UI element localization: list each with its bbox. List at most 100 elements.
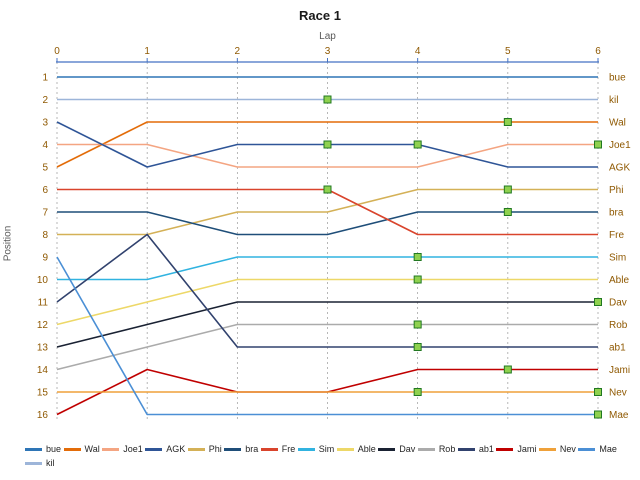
x-tick-label-1: 1 bbox=[144, 46, 150, 57]
legend-label: Jami bbox=[517, 444, 537, 454]
y-tick-label-8: 8 bbox=[42, 230, 48, 241]
series-line-Dav bbox=[56, 301, 598, 348]
series-end-label-Nev: Nev bbox=[609, 388, 627, 399]
series-end-label-Rob: Rob bbox=[609, 320, 628, 331]
y-tick-label-3: 3 bbox=[42, 118, 48, 129]
x-tick-label-3: 3 bbox=[325, 46, 331, 57]
legend-item-Nev: Nev bbox=[538, 444, 576, 454]
legend-row-1: bue Wal Joe1 AGK Phi bra Fre Sim Able Dav Rob ab1 Ja… bbox=[25, 444, 617, 454]
lap-marker bbox=[413, 140, 422, 149]
series-line-Mae bbox=[56, 256, 598, 416]
legend-item-Sim: Sim bbox=[297, 444, 335, 454]
legend-item-Phi: Phi bbox=[187, 444, 222, 454]
series-end-label-Sim: Sim bbox=[609, 253, 626, 264]
series-end-label-Fre: Fre bbox=[609, 230, 624, 241]
legend-item-ab1: ab1 bbox=[457, 444, 494, 454]
lap-marker bbox=[413, 275, 422, 284]
lap-marker bbox=[413, 388, 422, 396]
legend-swatch-icon bbox=[538, 447, 556, 451]
legend-label: Nev bbox=[559, 444, 576, 454]
legend-item-Dav: Dav bbox=[378, 444, 415, 454]
lap-marker bbox=[594, 298, 602, 306]
series-line-Sim bbox=[57, 256, 598, 281]
legend-label: AGK bbox=[166, 444, 186, 454]
lap-marker bbox=[503, 118, 512, 126]
legend-item-Able: Able bbox=[336, 444, 376, 454]
series-end-label-Phi: Phi bbox=[609, 185, 623, 196]
x-tick-label-6: 6 bbox=[595, 46, 601, 57]
legend-item-bra: bra bbox=[224, 444, 258, 454]
legend-label: Phi bbox=[208, 444, 222, 454]
x-tick-label-5: 5 bbox=[505, 46, 511, 57]
legend-swatch-icon bbox=[260, 447, 278, 451]
x-tick-label-0: 0 bbox=[54, 46, 60, 57]
lap-marker bbox=[594, 140, 602, 149]
lap-marker bbox=[413, 253, 422, 261]
series-end-label-Joe1: Joe1 bbox=[609, 140, 631, 151]
series-end-label-Mae: Mae bbox=[609, 410, 629, 421]
legend-label: Dav bbox=[399, 444, 416, 454]
legend-swatch-icon bbox=[25, 447, 42, 451]
legend-item-kil: kil bbox=[25, 458, 55, 468]
legend-item-Wal: Wal bbox=[63, 444, 100, 454]
y-tick-label-14: 14 bbox=[37, 365, 49, 376]
x-axis-title: Lap bbox=[319, 31, 336, 42]
series-end-label-bra: bra bbox=[609, 208, 624, 219]
x-tick-label-2: 2 bbox=[235, 46, 241, 57]
y-tick-label-1: 1 bbox=[42, 73, 48, 84]
legend-label: bue bbox=[46, 444, 62, 454]
series-line-ab1 bbox=[56, 233, 598, 348]
legend-label: Wal bbox=[84, 444, 100, 454]
legend-swatch-icon bbox=[417, 447, 435, 451]
legend-label: Joe1 bbox=[123, 444, 143, 454]
legend-label: ab1 bbox=[478, 444, 494, 454]
legend-label: bra bbox=[245, 444, 259, 454]
lap-marker bbox=[323, 95, 332, 104]
legend-label: Mae bbox=[599, 444, 617, 454]
y-tick-label-13: 13 bbox=[37, 343, 49, 354]
legend-swatch-icon bbox=[224, 447, 242, 451]
legend-swatch-icon bbox=[336, 447, 354, 451]
legend-label: Rob bbox=[438, 444, 456, 454]
series-end-label-bue: bue bbox=[609, 73, 626, 84]
lap-marker bbox=[503, 365, 512, 374]
y-tick-label-11: 11 bbox=[38, 298, 49, 309]
lap-marker bbox=[323, 185, 332, 194]
y-tick-label-6: 6 bbox=[42, 185, 48, 196]
series-end-label-AGK: AGK bbox=[609, 163, 630, 174]
series-end-label-kil: kil bbox=[609, 95, 618, 106]
series-line-Able bbox=[56, 278, 598, 326]
lap-marker bbox=[594, 388, 602, 396]
y-tick-label-2: 2 bbox=[42, 95, 48, 106]
series-end-label-Able: Able bbox=[609, 275, 629, 286]
series-end-label-Wal: Wal bbox=[609, 118, 626, 129]
legend-swatch-icon bbox=[102, 447, 120, 451]
lap-marker bbox=[413, 320, 422, 329]
series-line-Joe1 bbox=[57, 143, 598, 168]
legend-item-AGK: AGK bbox=[145, 444, 185, 454]
lap-marker bbox=[323, 140, 332, 149]
plot-area: 0 1 2 3 4 5 612345678910111213141516bueWalJoe1… bbox=[37, 46, 631, 421]
chart-title: Race 1 bbox=[299, 8, 341, 23]
x-tick-label-4: 4 bbox=[415, 46, 421, 57]
y-tick-label-16: 16 bbox=[37, 410, 49, 421]
legend-item-Joe1: Joe1 bbox=[102, 444, 143, 454]
legend-swatch-icon bbox=[457, 447, 475, 451]
series-end-label-Jami: Jami bbox=[609, 365, 630, 376]
lap-marker bbox=[503, 208, 512, 216]
legend-item-Jami: Jami bbox=[496, 444, 536, 454]
y-tick-label-4: 4 bbox=[42, 140, 48, 151]
y-tick-label-10: 10 bbox=[37, 275, 49, 286]
legend-item-bue: bue bbox=[25, 444, 61, 454]
y-tick-label-9: 9 bbox=[42, 253, 48, 264]
legend-swatch-icon bbox=[25, 461, 42, 465]
y-tick-label-15: 15 bbox=[37, 388, 49, 399]
legend-label: Sim bbox=[318, 444, 335, 454]
legend-item-Rob: Rob bbox=[417, 444, 456, 454]
legend-swatch-icon bbox=[496, 447, 514, 451]
lap-marker bbox=[503, 185, 512, 194]
legend-swatch-icon bbox=[297, 447, 315, 451]
legend-label: Able bbox=[357, 444, 376, 454]
legend-swatch-icon bbox=[578, 447, 596, 451]
